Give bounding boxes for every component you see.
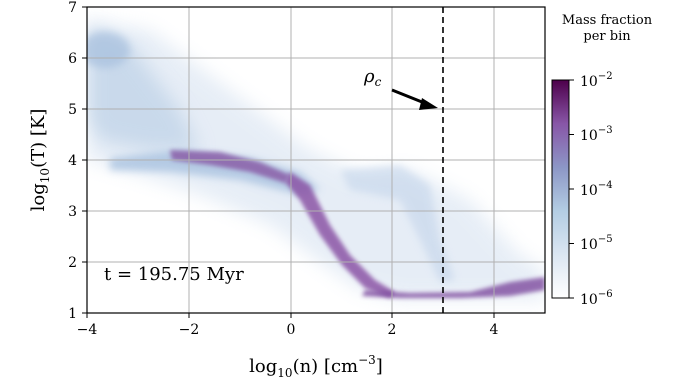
gridlines xyxy=(87,7,545,313)
x-tick-label: 4 xyxy=(490,322,499,338)
colorbar-gradient xyxy=(551,79,570,299)
y-tick-label: 4 xyxy=(68,153,77,169)
x-tick-label: −4 xyxy=(77,322,98,338)
rho-c-arrow xyxy=(391,88,438,110)
colorbar-tick-label: 10−6 xyxy=(580,289,613,308)
y-tick-label: 2 xyxy=(68,255,77,271)
colorbar: Mass fraction per bin 10−2 10−3 10−4 10−… xyxy=(551,13,653,308)
x-axis-label: log10(n) [cm−3] xyxy=(249,353,383,380)
rho-c-label: ρc xyxy=(363,66,382,89)
colorbar-title-line-2: per bin xyxy=(583,29,631,44)
y-axis: 1 2 3 4 5 6 7 xyxy=(68,0,87,322)
y-axis-label: log10(T) [K] xyxy=(28,109,52,212)
x-tick-label: 0 xyxy=(287,322,296,338)
y-tick-label: 1 xyxy=(68,306,77,322)
y-tick-label: 3 xyxy=(68,204,77,220)
x-tick-label: −2 xyxy=(179,322,200,338)
time-label: t = 195.75 Myr xyxy=(104,264,244,285)
colorbar-tick-label: 10−4 xyxy=(580,180,613,199)
colorbar-tick-label: 10−3 xyxy=(580,125,613,144)
y-tick-label: 6 xyxy=(68,51,77,67)
x-tick-label: 2 xyxy=(388,322,397,338)
y-tick-label: 7 xyxy=(68,0,77,16)
y-tick-label: 5 xyxy=(68,102,77,118)
colorbar-tick-label: 10−5 xyxy=(580,234,613,253)
colorbar-tick-label: 10−2 xyxy=(580,71,613,90)
x-axis: −4 −2 0 2 4 xyxy=(77,313,499,338)
colorbar-title-line-1: Mass fraction xyxy=(562,13,653,28)
